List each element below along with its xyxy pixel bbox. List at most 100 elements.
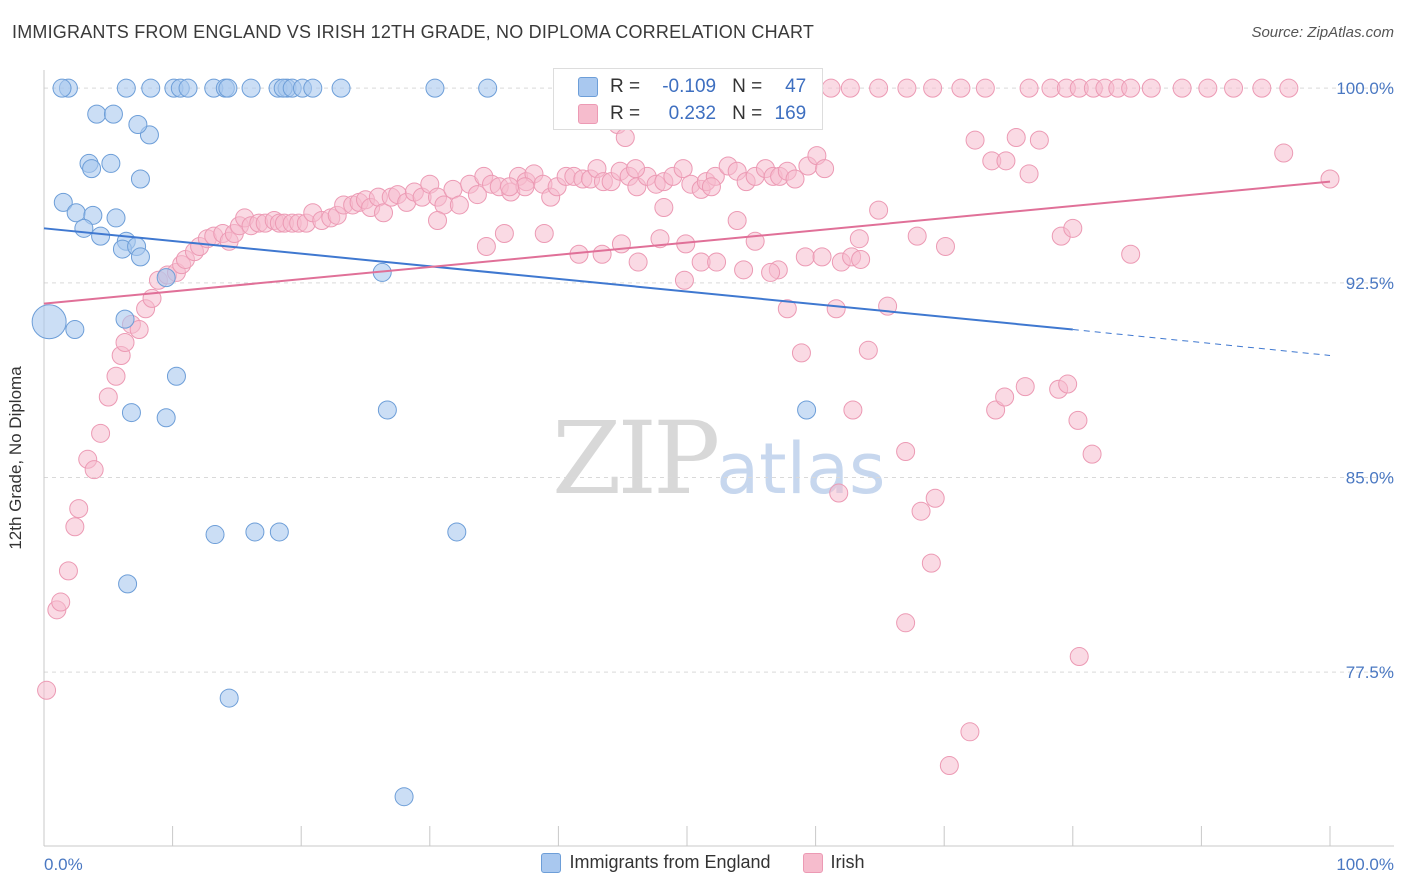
england-point-7 <box>178 78 198 98</box>
england-point-18 <box>331 78 351 98</box>
england-point-32 <box>106 208 126 228</box>
irish-point-60 <box>449 195 469 215</box>
stats-n-value-england: 47 <box>785 76 807 97</box>
stats-n-value-irish: 169 <box>774 103 807 124</box>
irish-point-135 <box>777 299 797 319</box>
england-point-42 <box>166 366 186 386</box>
irish-point-172 <box>975 78 995 98</box>
england-point-22 <box>103 104 123 124</box>
irish-point-189 <box>1320 169 1340 189</box>
england-point-21 <box>87 104 107 124</box>
irish-point-142 <box>925 488 945 508</box>
irish-point-165 <box>843 400 863 420</box>
irish-point-111 <box>592 244 612 264</box>
irish-point-2 <box>51 592 71 612</box>
irish-point-122 <box>812 247 832 267</box>
stats-row-irish: R = 0.232 N = 169 <box>578 103 806 125</box>
legend-label-irish: Irish <box>830 852 865 872</box>
irish-point-173 <box>1019 78 1039 98</box>
england-trend-line <box>43 227 1073 331</box>
stats-r-label-irish: R = <box>610 103 641 124</box>
england-point-45 <box>245 522 265 542</box>
irish-point-150 <box>1063 218 1083 238</box>
england-point-41 <box>65 320 85 340</box>
england-point-4 <box>141 78 161 98</box>
irish-point-144 <box>965 130 985 150</box>
tick-labels: 77.5% 85.0% 92.5% 100.0% 0.0% 100.0% <box>44 79 1394 874</box>
axes <box>43 70 1394 847</box>
irish-point-141 <box>896 442 916 462</box>
england-point-11 <box>241 78 261 98</box>
irish-point-132 <box>707 252 727 272</box>
england-point-43 <box>121 403 141 423</box>
irish-point-186 <box>1279 78 1299 98</box>
irish-point-121 <box>795 247 815 267</box>
irish-point-100 <box>785 169 805 189</box>
england-point-10 <box>218 78 238 98</box>
y-tick-label-3: 100.0% <box>1336 79 1394 98</box>
stats-n-label-irish: N = <box>732 103 763 124</box>
irish-point-191 <box>851 249 871 269</box>
england-point-3 <box>116 78 136 98</box>
legend-label-england: Immigrants from England <box>569 852 771 872</box>
y-tick-label-2: 92.5% <box>1346 274 1394 293</box>
irish-point-106 <box>494 224 514 244</box>
x-tick-label-1: 100.0% <box>1336 855 1394 874</box>
irish-point-166 <box>821 78 841 98</box>
england-trend-extension <box>1072 329 1331 356</box>
irish-point-156 <box>1068 410 1088 430</box>
irish-point-167 <box>840 78 860 98</box>
irish-point-188 <box>1274 143 1294 163</box>
irish-point-180 <box>1121 78 1141 98</box>
irish-point-9 <box>98 387 118 407</box>
irish-point-113 <box>628 252 648 272</box>
irish-point-159 <box>960 722 980 742</box>
irish-point-125 <box>869 200 889 220</box>
irish-point-0 <box>37 680 57 700</box>
england-point-52 <box>377 400 397 420</box>
irish-trend-line <box>43 180 1331 305</box>
irish-point-136 <box>791 343 811 363</box>
irish-point-12 <box>115 333 135 353</box>
irish-point-118 <box>727 211 747 231</box>
stats-n-label-england: N = <box>732 76 763 97</box>
england-point-51 <box>447 522 467 542</box>
legend-item-irish[interactable]: Irish <box>802 852 865 873</box>
stats-legend: R = -0.109 N = 47 R = 0.232 N = 169 <box>553 68 823 130</box>
stats-r-value-irish: 0.232 <box>668 103 717 124</box>
england-point-46 <box>205 525 225 545</box>
legend-item-england[interactable]: Immigrants from England <box>541 852 771 873</box>
irish-point-164 <box>829 483 849 503</box>
irish-point-171 <box>951 78 971 98</box>
irish-point-14 <box>129 320 149 340</box>
stats-r-value-england: -0.109 <box>662 76 717 97</box>
england-point-34 <box>91 226 111 246</box>
irish-point-160 <box>939 756 959 776</box>
irish-point-109 <box>500 177 520 197</box>
y-axis-label: 12th Grade, No Diploma <box>6 366 25 550</box>
irish-point-181 <box>1141 78 1161 98</box>
england-point-50 <box>269 522 289 542</box>
england-point-17 <box>303 78 323 98</box>
stats-r-label-england: R = <box>610 76 641 97</box>
england-point-33 <box>74 218 94 238</box>
stats-swatch-england <box>578 77 598 97</box>
england-point-19 <box>425 78 445 98</box>
irish-point-143 <box>935 236 955 256</box>
stats-swatch-irish <box>578 104 598 124</box>
irish-point-190 <box>1121 244 1141 264</box>
irish-point-155 <box>1058 374 1078 394</box>
legend-swatch-irish <box>802 852 823 873</box>
england-point-0 <box>31 304 67 340</box>
irish-point-134 <box>761 262 781 282</box>
irish-point-170 <box>923 78 943 98</box>
irish-point-184 <box>1224 78 1244 98</box>
irish-point-168 <box>869 78 889 98</box>
irish-point-133 <box>734 260 754 280</box>
england-points <box>31 78 817 807</box>
irish-point-4 <box>65 517 85 537</box>
irish-point-115 <box>674 270 694 290</box>
england-point-27 <box>101 153 121 173</box>
irish-point-7 <box>84 460 104 480</box>
